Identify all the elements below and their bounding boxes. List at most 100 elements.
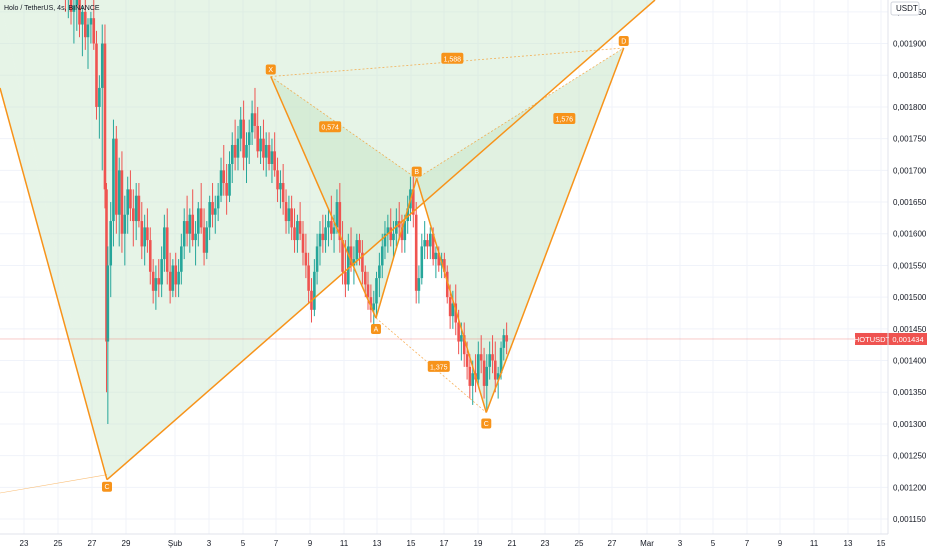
symbol-badge <box>855 332 889 345</box>
y-tick-label: 0,001700 <box>893 166 927 175</box>
candle-body <box>296 221 299 241</box>
pattern-leg-xa <box>270 76 377 319</box>
candle-body <box>247 132 251 145</box>
candle-body <box>151 271 155 291</box>
candle-body <box>451 303 455 317</box>
candle-body <box>443 259 446 272</box>
candle-body <box>117 170 121 215</box>
x-tick-label: 25 <box>54 539 63 548</box>
candle-body <box>400 227 404 241</box>
candle-body <box>98 87 101 107</box>
candle-body <box>460 335 463 342</box>
candle-body <box>389 227 393 241</box>
ratio-label: 1,576 <box>556 116 574 123</box>
candle-body <box>143 227 146 247</box>
y-tick-label: 0,001400 <box>893 357 927 366</box>
y-tick-label: 0,001500 <box>893 293 927 302</box>
candle-body <box>174 265 178 285</box>
candle-body <box>177 271 180 285</box>
candle-body <box>160 259 163 285</box>
x-tick-label: 29 <box>122 539 131 548</box>
bcd-fill <box>416 47 624 413</box>
x-tick-label: 9 <box>308 539 313 548</box>
ratio-badge <box>441 52 464 64</box>
candle-body <box>171 265 175 291</box>
candle-body <box>330 221 333 234</box>
candle-body <box>318 233 322 247</box>
candle-body <box>375 278 378 304</box>
point-label: D <box>621 38 626 45</box>
candle-body <box>267 144 271 164</box>
candle-body <box>335 202 339 228</box>
candle-body <box>465 354 469 367</box>
candle-body <box>386 227 390 234</box>
candle-body <box>182 221 186 247</box>
candle-body <box>168 271 172 291</box>
point-label: A <box>374 327 379 334</box>
candle-body <box>434 252 438 260</box>
candle-body <box>412 189 415 215</box>
candle-body <box>89 18 93 25</box>
last-price-badge <box>889 332 927 345</box>
y-tick-label: 0,001550 <box>893 261 927 270</box>
candle-body <box>95 43 98 107</box>
x-tick-label: 15 <box>877 539 886 548</box>
harmonic-pattern: 0,574 1,576 1,375 1,588 X A B C D C HOTUSDT 0,00143… <box>0 0 927 494</box>
candle-body <box>185 221 189 234</box>
symbol-label: HOTUSDT <box>854 335 891 344</box>
y-tick-label: 0,001900 <box>893 40 927 49</box>
candle-body <box>380 246 384 266</box>
candle-body <box>290 208 293 228</box>
point-badge <box>411 166 422 177</box>
y-tick-label: 0,001750 <box>893 135 927 144</box>
candle-body <box>352 259 356 266</box>
x-tick-label: 13 <box>844 539 853 548</box>
candle-body <box>188 214 192 234</box>
candle-body <box>502 335 506 348</box>
candle-body <box>378 265 381 279</box>
big-leg-left <box>0 87 108 480</box>
candle-body <box>83 11 87 38</box>
candle-body <box>301 233 305 253</box>
candle-body <box>163 227 166 260</box>
candle-body <box>420 246 424 279</box>
candle-body <box>468 366 472 386</box>
candle-body <box>445 271 449 298</box>
candle-body <box>134 195 138 222</box>
candle-body <box>112 138 115 222</box>
x-tick-label: 3 <box>678 539 683 548</box>
candle-body <box>369 297 373 310</box>
candle-body <box>417 278 421 291</box>
candle-body <box>428 233 432 247</box>
candle-body <box>392 233 395 241</box>
x-tick-label: 3 <box>207 539 212 548</box>
candle-body <box>276 170 279 190</box>
candle-body <box>499 347 503 374</box>
ratio-label: 1,588 <box>444 56 462 63</box>
candle-body <box>72 5 76 12</box>
candle-body <box>493 360 497 380</box>
candle-body <box>233 144 237 158</box>
candle-body <box>148 240 152 272</box>
candle-body <box>273 151 276 171</box>
candle-body <box>69 0 73 12</box>
candle-body <box>293 227 296 241</box>
big-leg-right <box>106 0 656 481</box>
candle-body <box>205 227 209 253</box>
x-tick-label: 11 <box>810 539 819 548</box>
candle-body <box>239 119 243 139</box>
candle-body <box>358 240 361 253</box>
point-label: C <box>104 484 109 491</box>
candle-body <box>332 227 336 234</box>
point-label: X <box>268 67 273 74</box>
point-label: C <box>484 421 489 428</box>
y-tick-label: 0,001800 <box>893 103 927 112</box>
x-tick-label: 25 <box>575 539 584 548</box>
x-tick-label: 23 <box>20 539 29 548</box>
candle-body <box>123 214 127 234</box>
point-badge <box>481 418 492 429</box>
y-tick-label: 0,001650 <box>893 198 927 207</box>
candle-body <box>423 240 426 247</box>
currency-label: USDT <box>896 4 918 13</box>
